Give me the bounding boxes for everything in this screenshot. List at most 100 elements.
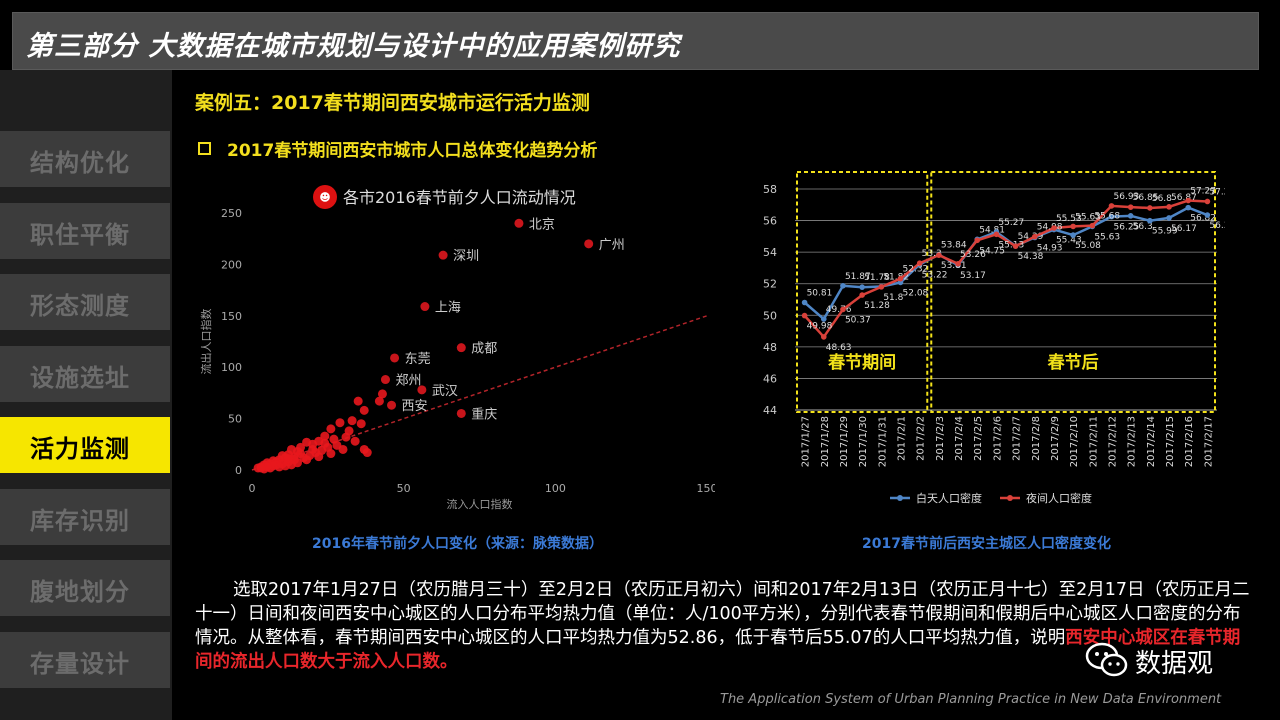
sidebar-item-label: 结构优化 <box>30 149 130 177</box>
data-label: 54.98 <box>1037 223 1063 233</box>
x-tick-label: 2017/2/8 <box>1031 416 1042 461</box>
point-label: 武汉 <box>432 384 458 399</box>
y-axis-label: 流出人口指数 <box>199 309 213 375</box>
data-label: 56.93 <box>1114 192 1140 202</box>
x-tick-label: 2017/2/5 <box>973 416 984 461</box>
wechat-icon <box>1085 642 1128 677</box>
scatter-point-labeled <box>387 400 397 410</box>
sidebar-item-0[interactable]: 结构优化 <box>0 131 170 187</box>
sidebar-item-4[interactable]: 活力监测 <box>0 417 170 473</box>
x-tick-label: 2017/2/9 <box>1050 416 1061 461</box>
y-tick-label: 50 <box>228 413 242 426</box>
point-label: 成都 <box>471 342 497 357</box>
series-point <box>1147 217 1153 224</box>
series-point <box>801 312 808 319</box>
scatter-point <box>308 444 318 454</box>
x-tick-label: 2017/2/12 <box>1108 416 1119 467</box>
point-label: 西安 <box>402 399 428 414</box>
data-label: 52.32 <box>903 265 929 275</box>
mask-icon-glyph: ☻ <box>319 191 330 204</box>
point-label: 东莞 <box>405 352 431 367</box>
x-tick-label: 50 <box>397 482 411 495</box>
x-tick-label: 2017/1/27 <box>801 416 812 467</box>
series-point <box>1185 204 1192 211</box>
series-point <box>878 284 885 290</box>
series-point <box>820 316 827 322</box>
scatter-point <box>320 438 330 448</box>
section-subheading: 2017春节期间西安市城市人口总体变化趋势分析 <box>198 136 597 161</box>
scatter-point <box>338 444 348 454</box>
data-label: 54.75 <box>979 246 1005 256</box>
chart-title-group: ☻ 各市2016春节前夕人口流动情况 <box>313 185 576 209</box>
point-label: 广州 <box>599 238 625 253</box>
series-point <box>859 292 865 298</box>
y-tick-label: 44 <box>763 404 777 417</box>
series-point <box>1089 222 1096 229</box>
point-label: 郑州 <box>395 374 421 389</box>
y-tick-label: 46 <box>763 372 777 385</box>
data-label: 55.27 <box>998 218 1024 228</box>
data-label: 51.28 <box>864 301 890 311</box>
point-label: 深圳 <box>453 249 479 264</box>
sidebar-item-label: 腹地划分 <box>30 578 130 606</box>
scatter-point-labeled <box>438 250 448 260</box>
data-label: 56.35 <box>1209 221 1225 231</box>
scatter-point-labeled <box>584 239 594 249</box>
data-label: 57.21 <box>1209 187 1225 197</box>
series-point <box>1108 203 1115 209</box>
y-tick-label: 50 <box>763 309 777 322</box>
scatter-point <box>344 426 354 436</box>
x-tick-label: 0 <box>249 482 256 495</box>
sidebar-item-2[interactable]: 形态测度 <box>0 274 170 330</box>
series-point <box>1012 243 1019 249</box>
series-point <box>859 284 865 290</box>
data-label: 56.85 <box>1133 193 1159 203</box>
data-label: 51.78 <box>864 273 890 283</box>
data-label: 56.25 <box>1114 223 1140 233</box>
data-label: 57.27 <box>1190 187 1216 197</box>
series-point <box>820 334 827 340</box>
data-label: 56.82 <box>1190 214 1216 224</box>
scatter-point-labeled <box>390 353 400 363</box>
series-point <box>1127 204 1134 210</box>
series-point <box>1166 204 1172 210</box>
point-label: 重庆 <box>471 406 497 422</box>
data-label: 54.38 <box>1018 252 1044 262</box>
sidebar-item-7[interactable]: 存量设计 <box>0 631 170 688</box>
line-caption: 2017春节前后西安主城区人口密度变化 <box>862 536 1111 552</box>
region-label: 春节期间 <box>828 352 896 373</box>
y-tick-label: 0 <box>235 464 242 477</box>
data-label: 56.87 <box>1171 193 1197 203</box>
sidebar-item-3[interactable]: 设施选址 <box>0 345 170 402</box>
data-label: 56.3 <box>1133 222 1153 232</box>
sidebar-item-6[interactable]: 腹地划分 <box>0 560 170 616</box>
scatter-point <box>320 431 330 441</box>
x-tick-label: 2017/2/7 <box>1012 416 1023 461</box>
scatter-point <box>374 396 384 406</box>
data-label: 54.93 <box>1037 243 1063 253</box>
subheading-text: 2017春节期间西安市城市人口总体变化趋势分析 <box>227 141 598 161</box>
x-tick-label: 2017/2/4 <box>954 416 965 461</box>
data-label: 55.63 <box>1075 212 1101 222</box>
series-point <box>974 237 981 244</box>
x-tick-label: 2017/2/16 <box>1184 416 1195 467</box>
point-label: 上海 <box>435 301 461 316</box>
scatter-point-labeled <box>420 302 430 312</box>
series-point <box>1031 233 1038 240</box>
legend: 白天人口密度 夜间人口密度 <box>890 491 1092 505</box>
series-point <box>840 282 846 289</box>
body-paragraph: 选取2017年1月27日（农历腊月三十）至2月2日（农历正月初六）间和2017年… <box>195 578 1255 674</box>
scatter-point <box>347 416 357 426</box>
x-tick-label: 2017/1/31 <box>877 416 888 467</box>
data-label: 53.3 <box>922 249 942 259</box>
square-bullet-icon <box>198 142 211 155</box>
sidebar-item-1[interactable]: 职住平衡 <box>0 202 170 259</box>
x-tick-label: 2017/2/10 <box>1069 416 1080 467</box>
region-box <box>796 171 929 413</box>
sidebar-item-5[interactable]: 库存识别 <box>0 488 170 545</box>
y-tick-label: 250 <box>221 207 242 220</box>
series-point <box>1108 213 1115 220</box>
series-point <box>1051 225 1057 231</box>
x-tick-label: 2017/1/28 <box>820 416 831 467</box>
